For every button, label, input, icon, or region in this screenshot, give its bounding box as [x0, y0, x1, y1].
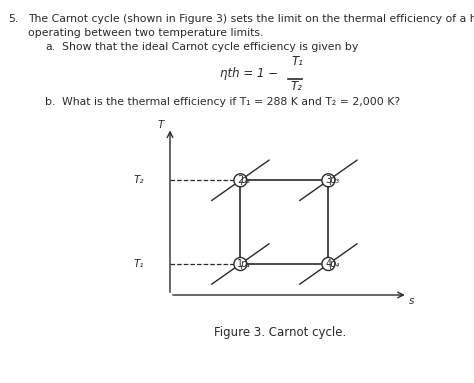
Text: 3: 3 — [325, 175, 331, 185]
Text: p₃: p₃ — [328, 175, 339, 185]
Text: s: s — [410, 296, 415, 306]
Text: Figure 3. Carnot cycle.: Figure 3. Carnot cycle. — [214, 326, 346, 339]
Text: T₂: T₂ — [291, 80, 303, 93]
Text: 2: 2 — [237, 175, 244, 185]
Ellipse shape — [322, 174, 335, 187]
Text: The Carnot cycle (shown in Figure 3) sets the limit on the thermal efficiency of: The Carnot cycle (shown in Figure 3) set… — [28, 14, 474, 24]
Text: 5.: 5. — [8, 14, 18, 24]
Ellipse shape — [322, 257, 335, 270]
Text: operating between two temperature limits.: operating between two temperature limits… — [28, 28, 264, 38]
Text: T: T — [158, 119, 164, 129]
Text: T₂: T₂ — [133, 175, 144, 185]
Ellipse shape — [234, 174, 247, 187]
Text: Show that the ideal Carnot cycle efficiency is given by: Show that the ideal Carnot cycle efficie… — [62, 42, 358, 52]
Text: p₁: p₁ — [240, 259, 251, 269]
Text: b.: b. — [45, 97, 55, 107]
Text: a.: a. — [45, 42, 55, 52]
Ellipse shape — [234, 257, 247, 270]
Text: 4: 4 — [325, 259, 331, 269]
Text: What is the thermal efficiency if T₁ = 288 K and T₂ = 2,000 K?: What is the thermal efficiency if T₁ = 2… — [62, 97, 400, 107]
Text: 1: 1 — [237, 259, 244, 269]
Text: ηth = 1 −: ηth = 1 − — [220, 67, 278, 80]
Text: p₄: p₄ — [328, 259, 339, 269]
Text: p₂: p₂ — [240, 175, 250, 185]
Text: T₁: T₁ — [133, 259, 144, 269]
Text: T₁: T₁ — [292, 55, 304, 68]
